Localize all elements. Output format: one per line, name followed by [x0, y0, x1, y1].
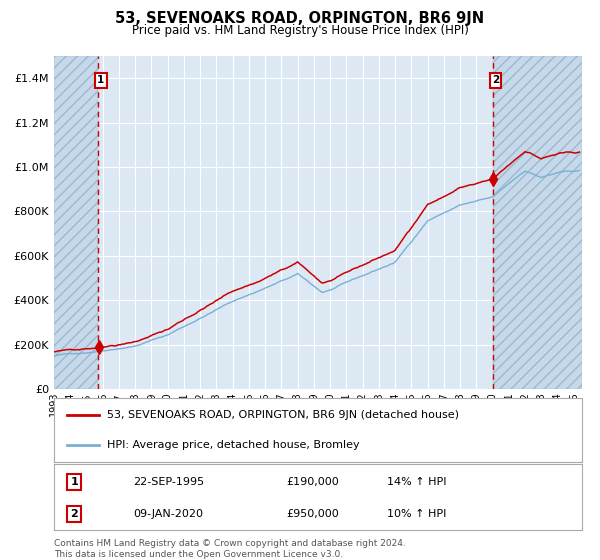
Text: £950,000: £950,000	[286, 509, 339, 519]
Text: This data is licensed under the Open Government Licence v3.0.: This data is licensed under the Open Gov…	[54, 550, 343, 559]
Text: 10% ↑ HPI: 10% ↑ HPI	[386, 509, 446, 519]
Text: 1: 1	[70, 477, 78, 487]
Text: 2: 2	[70, 509, 78, 519]
Text: HPI: Average price, detached house, Bromley: HPI: Average price, detached house, Brom…	[107, 440, 359, 450]
Text: 53, SEVENOAKS ROAD, ORPINGTON, BR6 9JN: 53, SEVENOAKS ROAD, ORPINGTON, BR6 9JN	[115, 11, 485, 26]
Text: Contains HM Land Registry data © Crown copyright and database right 2024.: Contains HM Land Registry data © Crown c…	[54, 539, 406, 548]
Text: 09-JAN-2020: 09-JAN-2020	[133, 509, 203, 519]
Text: 1: 1	[97, 76, 104, 86]
Bar	[493, 56, 582, 389]
Text: £190,000: £190,000	[286, 477, 339, 487]
Text: 53, SEVENOAKS ROAD, ORPINGTON, BR6 9JN (detached house): 53, SEVENOAKS ROAD, ORPINGTON, BR6 9JN (…	[107, 410, 459, 420]
Text: 14% ↑ HPI: 14% ↑ HPI	[386, 477, 446, 487]
Text: Price paid vs. HM Land Registry's House Price Index (HPI): Price paid vs. HM Land Registry's House …	[131, 24, 469, 36]
Text: 22-SEP-1995: 22-SEP-1995	[133, 477, 205, 487]
Text: 2: 2	[492, 76, 499, 86]
Bar	[54, 56, 98, 389]
